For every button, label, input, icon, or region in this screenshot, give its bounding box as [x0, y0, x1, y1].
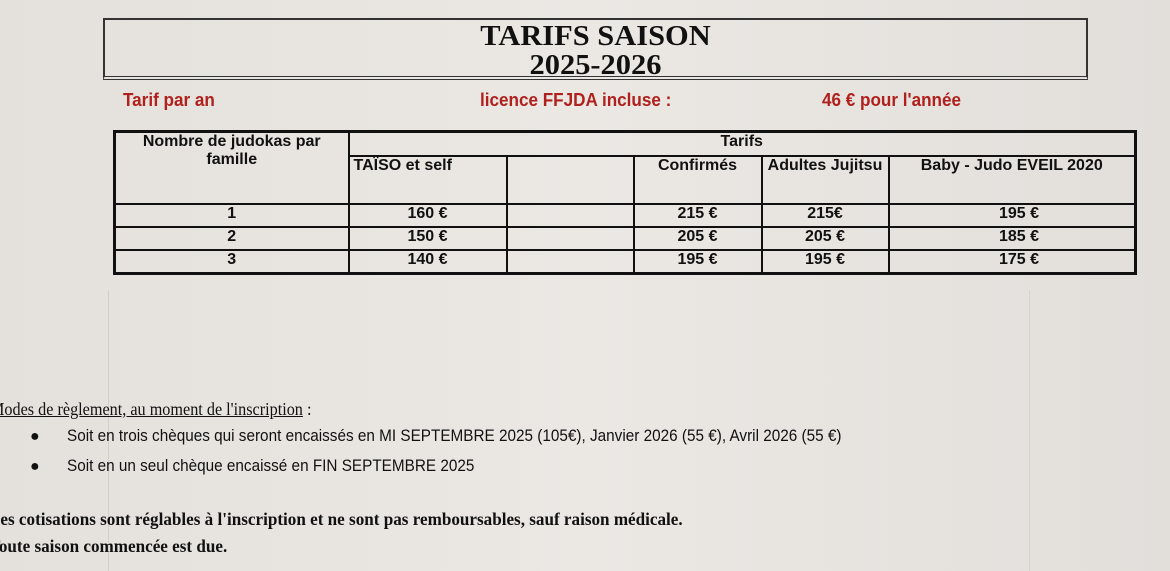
cell — [505, 249, 635, 275]
payment-heading-text: Modes de règlement, au moment de l'inscr… — [0, 399, 303, 419]
payment-item: Soit en trois chèques qui seront encaiss… — [67, 426, 842, 445]
cell: 175 € — [887, 249, 1137, 275]
cell-n: 1 — [113, 203, 350, 228]
cell — [505, 203, 635, 228]
col-header-empty — [505, 155, 635, 205]
tarifs-table: Nombre de judokas par famille Tarifs TAÏ… — [113, 130, 1137, 275]
cell: 195 € — [632, 249, 763, 275]
cell-n: 3 — [113, 249, 350, 275]
row-header: Nombre de judokas par famille — [113, 130, 350, 205]
payment-heading: Modes de règlement, au moment de l'inscr… — [0, 399, 311, 420]
payment-item: Soit en un seul chèque encaissé en FIN S… — [67, 456, 475, 475]
cell: 195 € — [887, 203, 1137, 228]
title-line-1: TARIFS SAISON — [480, 20, 711, 52]
col-header-adultes: Adultes Jujitsu — [760, 155, 890, 205]
cell: 185 € — [887, 226, 1137, 251]
title-line-2: 2025-2026 — [529, 49, 662, 81]
cell — [505, 226, 635, 251]
tarif-par-an: Tarif par an — [123, 90, 215, 110]
note-cotisations: Les cotisations sont réglables à l'inscr… — [0, 509, 683, 529]
col-header-taiso: TAÏSO et self — [347, 155, 508, 205]
col-header-confirmes: Confirmés — [632, 155, 763, 205]
bullet-icon: ● — [30, 428, 40, 445]
cell: 195 € — [760, 249, 890, 275]
note-saison: Toute saison commencée est due. — [0, 536, 228, 556]
table-row: 1 160 € 215 € 215€ 195 € — [113, 203, 1137, 228]
table-row: 2 150 € 205 € 205 € 185 € — [113, 226, 1137, 251]
cell: 215 € — [632, 203, 763, 228]
cell: 160 € — [347, 203, 508, 228]
cell: 205 € — [760, 226, 890, 251]
cell: 140 € — [347, 249, 508, 275]
bullet-icon: ● — [30, 458, 40, 475]
cell: 150 € — [347, 226, 508, 251]
licence-label: licence FFJDA incluse : — [480, 90, 672, 110]
show-through-lines — [108, 290, 1030, 571]
cell: 205 € — [632, 226, 763, 251]
group-header: Tarifs — [347, 130, 1137, 157]
col-header-baby: Baby - Judo EVEIL 2020 — [887, 155, 1137, 205]
cell: 215€ — [760, 203, 890, 228]
title-box: TARIFS SAISON 2025-2026 — [103, 18, 1088, 80]
cell-n: 2 — [113, 226, 350, 251]
licence-price: 46 € pour l'année — [822, 90, 962, 110]
table-row: 3 140 € 195 € 195 € 175 € — [113, 249, 1137, 275]
payment-heading-suffix: : — [302, 399, 312, 419]
